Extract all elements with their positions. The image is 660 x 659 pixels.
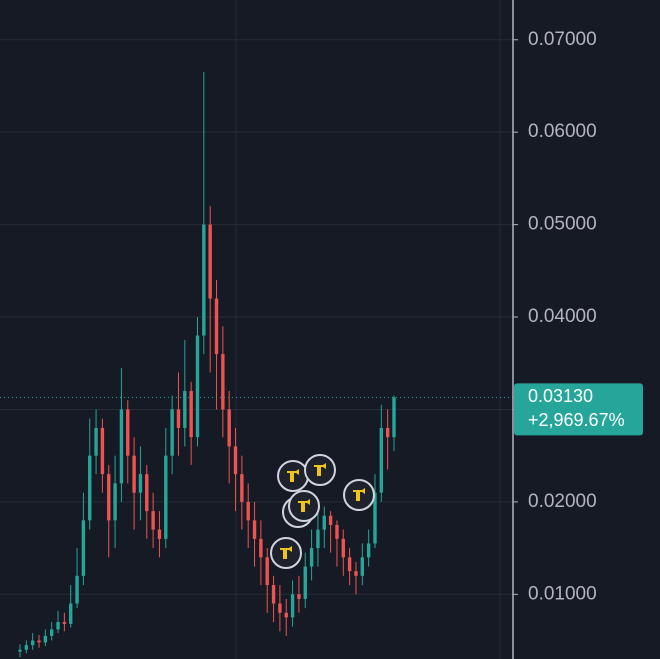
y-tick-label: 0.04000: [528, 306, 597, 327]
event-icon[interactable]: [288, 490, 320, 522]
candle-body: [30, 640, 35, 646]
grid: [0, 39, 513, 595]
candle-body: [360, 557, 365, 576]
candle-body: [240, 474, 244, 502]
candle-body: [208, 224, 212, 299]
y-tick-label: 0.02000: [528, 491, 597, 512]
candle-body: [94, 427, 98, 456]
y-tick-label: 0.05000: [528, 214, 597, 235]
candle-body: [385, 427, 390, 438]
candle-body: [214, 298, 219, 354]
candle-body: [69, 603, 73, 624]
price-axis: 0.010000.020000.030000.040000.050000.060…: [513, 29, 643, 604]
candle-body: [233, 446, 238, 475]
candle-body: [151, 511, 155, 530]
candle-body: [252, 520, 257, 539]
candle-body: [18, 649, 22, 652]
candle-body: [347, 557, 352, 572]
candle-body: [56, 622, 60, 630]
candle-body: [81, 520, 86, 576]
candle-body: [373, 492, 377, 544]
candle-body: [164, 455, 168, 539]
candle-body: [328, 515, 333, 525]
candle-body: [341, 538, 345, 558]
candle-body: [278, 603, 282, 613]
event-icons: [270, 454, 375, 569]
candle-body: [259, 538, 263, 558]
y-tick-label: 0.06000: [528, 121, 597, 142]
change-label: +2,969.67%: [528, 410, 625, 430]
candle-body: [379, 427, 384, 493]
candle-body: [265, 557, 269, 586]
y-tick-label: 0.01000: [528, 583, 597, 604]
candle-body: [227, 409, 231, 447]
candle-body: [157, 529, 162, 539]
candle-body: [37, 640, 41, 643]
candle-body: [309, 548, 314, 567]
candle-body: [316, 529, 320, 549]
candle-body: [113, 483, 117, 521]
candle-body: [107, 474, 111, 521]
candle-body: [100, 427, 105, 475]
candle-body: [284, 612, 288, 618]
candle-body: [335, 524, 339, 539]
candle-body: [354, 571, 358, 576]
price-label-box: [514, 383, 643, 436]
candle-body: [322, 515, 326, 530]
candle-body: [297, 594, 301, 599]
candle-body: [138, 474, 143, 493]
candle-body: [221, 353, 225, 410]
price-label: 0.03130: [528, 386, 593, 406]
candle-body: [202, 224, 206, 336]
event-icon[interactable]: [304, 454, 336, 486]
y-tick-label: 0.07000: [528, 29, 597, 50]
candle-body: [145, 474, 149, 512]
candle-body: [290, 594, 295, 618]
candle-body: [271, 585, 276, 604]
candle-body: [49, 629, 54, 636]
candle-body: [366, 543, 371, 558]
candle-body: [132, 455, 136, 493]
candle-body: [170, 409, 174, 456]
candles: [18, 72, 396, 658]
candle-body: [392, 397, 396, 438]
candle-body: [24, 645, 29, 650]
candle-body: [246, 501, 250, 521]
candle-body: [189, 390, 193, 438]
candle-body: [195, 335, 200, 438]
candle-body: [88, 455, 92, 521]
candle-body: [183, 390, 187, 428]
candle-body: [126, 409, 130, 456]
event-icon[interactable]: [343, 479, 375, 511]
event-icon[interactable]: [277, 460, 309, 492]
candle-body: [176, 409, 181, 428]
candle-body: [303, 566, 307, 599]
event-icon[interactable]: [270, 537, 302, 569]
candle-body: [62, 622, 67, 624]
candle-body: [119, 409, 124, 484]
candle-body: [75, 575, 79, 604]
candle-body: [43, 635, 48, 643]
